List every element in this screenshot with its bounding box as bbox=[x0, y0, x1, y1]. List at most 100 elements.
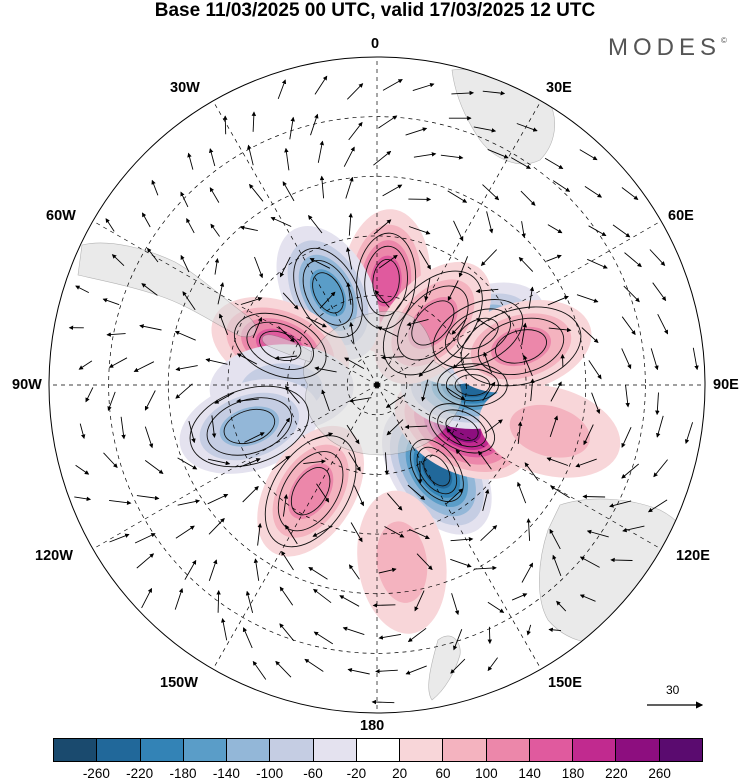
streamline-contour bbox=[416, 446, 458, 495]
wind-vector-arrow bbox=[526, 518, 531, 541]
latitude-circle bbox=[108, 116, 646, 654]
colorbar-ticks: -260 -220 -180 -140 -100 -60 -20 20 60 100 140 180 2… bbox=[0, 766, 750, 782]
wind-vector-arrow bbox=[550, 381, 562, 402]
wind-vector-arrow bbox=[486, 211, 494, 234]
streamline-contour bbox=[495, 329, 547, 364]
wind-vector-arrow bbox=[521, 322, 527, 346]
wind-vector-arrow bbox=[284, 147, 290, 171]
wind-vector-arrow bbox=[407, 484, 426, 501]
wind-vector-arrow bbox=[252, 660, 267, 680]
wind-vector-arrow bbox=[623, 285, 640, 303]
wind-vector-arrow bbox=[516, 123, 538, 132]
wind-vector-arrow bbox=[134, 533, 156, 544]
wind-vector-arrow bbox=[316, 483, 330, 503]
colorbar-tick-label: 140 bbox=[518, 766, 541, 781]
colorbar-swatch bbox=[54, 739, 98, 761]
wind-vector-arrow bbox=[174, 330, 196, 341]
wind-vector-arrow bbox=[279, 256, 291, 278]
wind-vector-arrow bbox=[487, 626, 493, 645]
wind-vector-arrow bbox=[382, 79, 403, 91]
meridian-line bbox=[376, 100, 542, 386]
wind-vector-arrow bbox=[451, 90, 475, 96]
wind-vector-arrow bbox=[180, 191, 189, 208]
wind-vector-arrow bbox=[579, 556, 600, 568]
wind-vector-arrow bbox=[75, 464, 90, 475]
wind-vector-arrow bbox=[451, 317, 468, 335]
wind-vector-arrow bbox=[418, 359, 435, 377]
wind-vector-arrow bbox=[141, 283, 158, 296]
wind-vector-arrow bbox=[144, 390, 156, 411]
streamline-contour bbox=[437, 409, 487, 448]
colorbar-tick-label: 260 bbox=[648, 766, 671, 781]
wind-vector-arrow bbox=[187, 152, 194, 170]
colorbar-tick-label: 100 bbox=[475, 766, 498, 781]
wind-vector-arrow bbox=[309, 258, 331, 269]
wind-vector-arrow bbox=[236, 353, 258, 365]
wind-vector-arrow bbox=[257, 522, 262, 546]
lon-label-30w: 30W bbox=[170, 80, 200, 96]
colorbar-swatch bbox=[443, 739, 487, 761]
wind-vector-arrow bbox=[544, 157, 564, 169]
wind-vector-arrow bbox=[144, 460, 164, 474]
wind-vector-arrow bbox=[482, 90, 506, 96]
wind-vector-arrow bbox=[413, 152, 437, 158]
wind-vector-arrow bbox=[208, 559, 218, 581]
wind-vector-arrow bbox=[621, 348, 632, 370]
colorbar-tick-label: -220 bbox=[126, 766, 154, 781]
wind-vector-arrow bbox=[205, 358, 228, 365]
wind-vector-arrow bbox=[575, 458, 597, 468]
wind-vector-arrow bbox=[282, 292, 299, 310]
wind-vector-arrow bbox=[625, 384, 630, 408]
wind-vector-arrow bbox=[214, 392, 235, 404]
wind-vector-arrow bbox=[311, 432, 334, 441]
wind-vector-arrow bbox=[142, 212, 151, 228]
colorbar-tick-label: -260 bbox=[82, 766, 110, 781]
wind-vector-arrow bbox=[587, 258, 608, 269]
lon-label-150w: 150W bbox=[160, 675, 198, 691]
wind-vector-arrow bbox=[612, 224, 631, 238]
wind-vector-arrow bbox=[208, 517, 225, 535]
wind-vector-arrow bbox=[548, 327, 572, 333]
wind-vector-arrow bbox=[279, 586, 294, 606]
wind-vector-arrow bbox=[252, 316, 263, 339]
wind-vector-arrow bbox=[621, 187, 639, 200]
wind-vector-arrow bbox=[239, 225, 258, 232]
wind-vector-arrow bbox=[278, 326, 295, 343]
colorbar-tick-label: -100 bbox=[256, 766, 284, 781]
wind-vector-arrow bbox=[147, 247, 159, 263]
wind-vector-arrow bbox=[85, 387, 94, 403]
wind-vector-arrow bbox=[310, 113, 319, 136]
wind-vector-arrow bbox=[304, 658, 324, 672]
wind-vector-arrow bbox=[517, 481, 527, 504]
wind-vector-arrow bbox=[348, 451, 361, 472]
wind-vector-arrow bbox=[382, 184, 403, 197]
wind-vector-arrow bbox=[373, 219, 392, 235]
wind-vector-arrow bbox=[684, 422, 694, 445]
wind-vector-arrow bbox=[453, 629, 463, 651]
wind-vector-arrow bbox=[346, 247, 353, 270]
streamline-contour bbox=[264, 435, 357, 548]
wind-vector-arrow bbox=[175, 365, 198, 372]
chart-title: Base 11/03/2025 00 UTC, valid 17/03/2025… bbox=[154, 0, 596, 21]
wind-vector-arrow bbox=[650, 348, 659, 371]
wind-vector-arrow bbox=[385, 394, 405, 408]
south-america-land bbox=[77, 242, 257, 338]
wind-vector-arrow bbox=[621, 463, 639, 479]
reference-vector bbox=[647, 701, 704, 709]
wind-vector-arrow bbox=[421, 379, 429, 402]
wind-vector-arrow bbox=[184, 559, 197, 580]
wind-vector-arrow bbox=[209, 148, 216, 167]
wind-vector-arrow bbox=[621, 316, 636, 336]
wind-vector-arrow bbox=[552, 180, 571, 192]
wind-vector-arrow bbox=[552, 554, 562, 577]
colorbar-tick-label: -140 bbox=[212, 766, 240, 781]
wind-vector-arrow bbox=[418, 460, 423, 484]
wind-vector-arrow bbox=[271, 455, 290, 471]
wind-vector-arrow bbox=[270, 216, 292, 227]
wind-vector-arrow bbox=[74, 496, 92, 502]
wind-vector-arrow bbox=[109, 533, 130, 543]
wind-vector-arrow bbox=[254, 256, 264, 279]
wind-vector-arrow bbox=[285, 385, 300, 404]
wind-vector-arrow bbox=[405, 127, 428, 136]
